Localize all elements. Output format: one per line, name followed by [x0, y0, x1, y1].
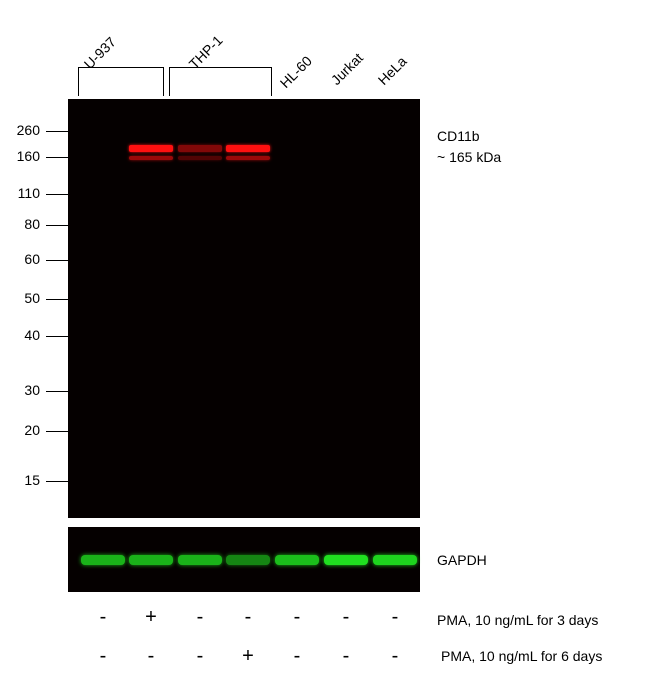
gapdh-band	[129, 555, 173, 565]
treatment-sign: -	[293, 645, 301, 667]
group-label-thp1: THP-1	[185, 32, 226, 72]
gapdh-band	[81, 555, 125, 565]
marker-label: 260	[16, 122, 40, 138]
cd11b-band	[178, 145, 222, 152]
gapdh-label: GAPDH	[437, 552, 487, 568]
gapdh-band	[324, 555, 368, 565]
treatment-sign: +	[242, 645, 254, 667]
cd11b-band	[178, 156, 222, 160]
treatment-sign: -	[147, 645, 155, 667]
marker-label: 30	[24, 382, 40, 398]
gapdh-band	[275, 555, 319, 565]
lane-label-hela: HeLa	[374, 53, 410, 88]
target-size: ~ 165 kDa	[437, 149, 502, 165]
marker-tick	[46, 225, 68, 226]
bracket-u937	[78, 67, 164, 96]
marker-tick	[46, 336, 68, 337]
treatment-sign: -	[196, 606, 204, 628]
gapdh-band	[373, 555, 417, 565]
gapdh-blot	[68, 527, 420, 592]
marker-label: 15	[24, 472, 40, 488]
treatment-label-6d: PMA, 10 ng/mL for 6 days	[441, 648, 603, 664]
treatment-label-3d: PMA, 10 ng/mL for 3 days	[437, 612, 599, 628]
marker-tick	[46, 481, 68, 482]
treatment-sign: -	[99, 606, 107, 628]
marker-label: 80	[24, 216, 40, 232]
marker-tick	[46, 131, 68, 132]
marker-label: 110	[17, 185, 40, 201]
treatment-sign: +	[145, 606, 157, 628]
gapdh-band	[226, 555, 270, 565]
treatment-sign: -	[391, 645, 399, 667]
treatment-sign: -	[342, 606, 350, 628]
marker-label: 160	[16, 148, 40, 164]
marker-label: 40	[24, 327, 40, 343]
marker-tick	[46, 194, 68, 195]
marker-label: 50	[24, 290, 40, 306]
gapdh-band	[178, 555, 222, 565]
lane-label-hl60: HL-60	[276, 52, 315, 91]
treatment-sign: -	[342, 645, 350, 667]
cd11b-band	[226, 145, 270, 152]
marker-tick	[46, 260, 68, 261]
marker-tick	[46, 157, 68, 158]
treatment-sign: -	[244, 606, 252, 628]
bracket-thp1	[169, 67, 272, 96]
treatment-sign: -	[391, 606, 399, 628]
treatment-sign: -	[196, 645, 204, 667]
target-name: CD11b	[437, 128, 480, 144]
marker-tick	[46, 391, 68, 392]
cd11b-band	[129, 156, 173, 160]
treatment-sign: -	[293, 606, 301, 628]
cd11b-band	[226, 156, 270, 160]
marker-label: 60	[24, 251, 40, 267]
marker-tick	[46, 431, 68, 432]
marker-tick	[46, 299, 68, 300]
treatment-sign: -	[99, 645, 107, 667]
marker-label: 20	[24, 422, 40, 438]
cd11b-band	[129, 145, 173, 152]
cd11b-blot	[68, 99, 420, 518]
lane-label-jurkat: Jurkat	[327, 49, 366, 88]
